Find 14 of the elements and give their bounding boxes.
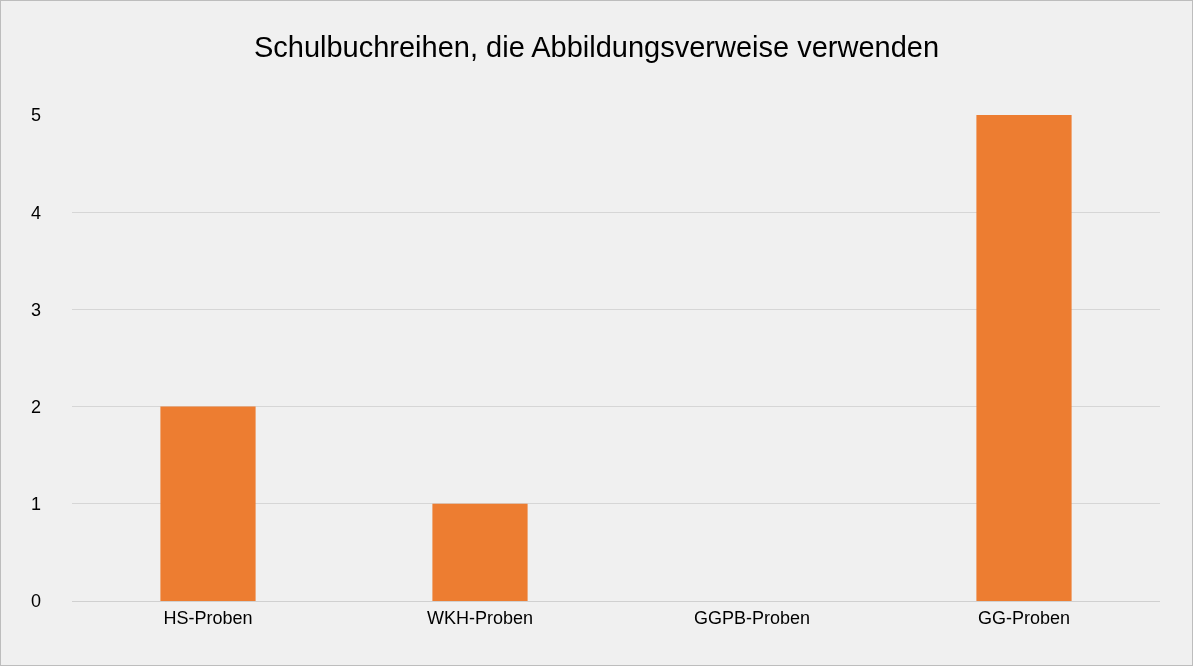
- y-tick-label: 3: [30, 299, 41, 320]
- y-tick-label: 1: [30, 494, 41, 515]
- y-tick-label: 0: [30, 591, 41, 612]
- x-tick-label: WKH-Proben: [426, 607, 534, 628]
- chart-title: Schulbuchreihen, die Abbildungsverweise verwenden: [253, 30, 940, 63]
- y-tick-label: 2: [30, 396, 41, 417]
- x-tick-label: HS-Proben: [163, 607, 253, 628]
- bar: [432, 503, 528, 601]
- bar: [976, 115, 1072, 601]
- x-tick-label: GG-Proben: [977, 607, 1071, 628]
- y-tick-label: 5: [30, 105, 41, 126]
- y-tick-label: 4: [30, 202, 41, 223]
- x-tick-label: GGPB-Proben: [693, 607, 811, 628]
- bar: [160, 406, 256, 601]
